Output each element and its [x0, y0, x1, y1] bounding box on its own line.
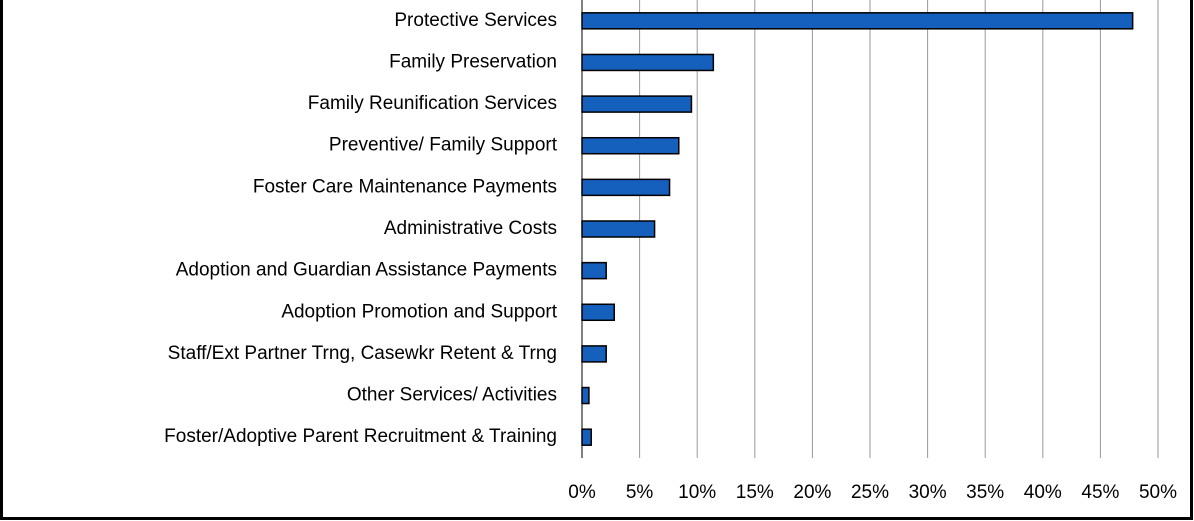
x-tick-label: 20% [793, 482, 831, 503]
y-tick-label: Preventive/ Family Support [329, 135, 558, 156]
y-tick-label: Foster Care Maintenance Payments [253, 176, 557, 197]
bar [581, 136, 680, 155]
y-tick-label: Family Reunification Services [308, 93, 557, 114]
y-tick-label: Adoption and Guardian Assistance Payment… [176, 260, 557, 281]
y-tick-label: Administrative Costs [384, 218, 557, 239]
bar [581, 53, 715, 72]
bar [581, 12, 1134, 30]
bar [581, 428, 592, 446]
x-tick-label: 30% [909, 482, 947, 503]
bar [581, 178, 671, 197]
bar [581, 345, 607, 363]
x-tick-label: 35% [966, 482, 1004, 503]
y-tick-label: Foster/Adoptive Parent Recruitment & Tra… [164, 426, 557, 447]
x-tick-label: 0% [568, 482, 596, 503]
x-tick-label: 5% [626, 482, 654, 503]
bar [581, 303, 616, 322]
x-tick-label: 15% [736, 482, 774, 503]
x-tick-label: 40% [1024, 482, 1062, 503]
y-tick-label: Other Services/ Activities [347, 385, 557, 406]
y-tick-label: Staff/Ext Partner Trng, Casewkr Retent &… [168, 343, 557, 364]
bar [581, 95, 693, 113]
bar [581, 220, 656, 238]
y-tick-label: Family Preservation [389, 51, 557, 72]
bar [581, 261, 607, 280]
x-tick-label: 45% [1081, 482, 1119, 503]
x-tick-label: 50% [1139, 482, 1177, 503]
y-tick-label: Adoption Promotion and Support [281, 301, 557, 322]
y-tick-label: Protective Services [394, 10, 557, 31]
bar [581, 386, 590, 405]
x-tick-label: 25% [851, 482, 889, 503]
x-tick-label: 10% [678, 482, 716, 503]
